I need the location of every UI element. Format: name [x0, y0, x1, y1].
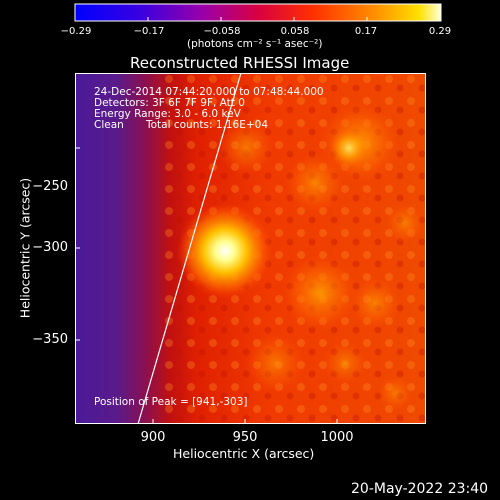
colorbar-tick-label: −0.058	[203, 26, 241, 37]
colorbar-units-label: (photons cm⁻² s⁻¹ asec⁻²)	[187, 38, 323, 50]
clean-label: Clean	[94, 119, 124, 131]
y-tick-label: −300	[32, 240, 68, 255]
colorbar-tick-label: 0.17	[354, 26, 378, 37]
colorbar-tick-label: −0.29	[60, 26, 92, 37]
detectors-text: Detectors: 3F 6F 7F 9F, Att 0	[94, 97, 245, 109]
x-axis-title: Heliocentric X (arcsec)	[173, 446, 315, 461]
colorbar-tick-label: −0.17	[133, 26, 165, 37]
peak-source	[177, 203, 273, 299]
colorbar-tick-label: 0.058	[280, 26, 310, 37]
peak-position-text: Position of Peak = [941,-303]	[94, 396, 248, 408]
energy-range-text: Energy Range: 3.0 - 6.0 keV	[94, 108, 241, 120]
rhessi-image	[75, 73, 426, 424]
solar-limb-line	[137, 73, 242, 424]
colorbar-gradient	[74, 3, 442, 22]
y-tick-label: −350	[32, 332, 68, 347]
y-tick-label: −250	[32, 179, 68, 194]
plot-title: Reconstructed RHESSI Image	[130, 54, 350, 72]
x-tick-label: 900	[140, 430, 166, 445]
x-tick-label: 1000	[320, 430, 354, 445]
total-counts-text: Total counts: 1.16E+04	[146, 119, 269, 131]
y-axis-title: Heliocentric Y (arcsec)	[17, 177, 33, 319]
secondary-source	[329, 128, 369, 168]
footer-timestamp: 20-May-2022 23:40	[351, 481, 489, 497]
time-range-text: 24-Dec-2014 07:44:20.000 to 07:48:44.000	[94, 86, 324, 98]
x-tick-label: 950	[232, 430, 258, 445]
colorbar-tick-marks	[74, 17, 442, 21]
colorbar	[74, 3, 442, 22]
colorbar-tick-label: 0.29	[428, 26, 452, 37]
